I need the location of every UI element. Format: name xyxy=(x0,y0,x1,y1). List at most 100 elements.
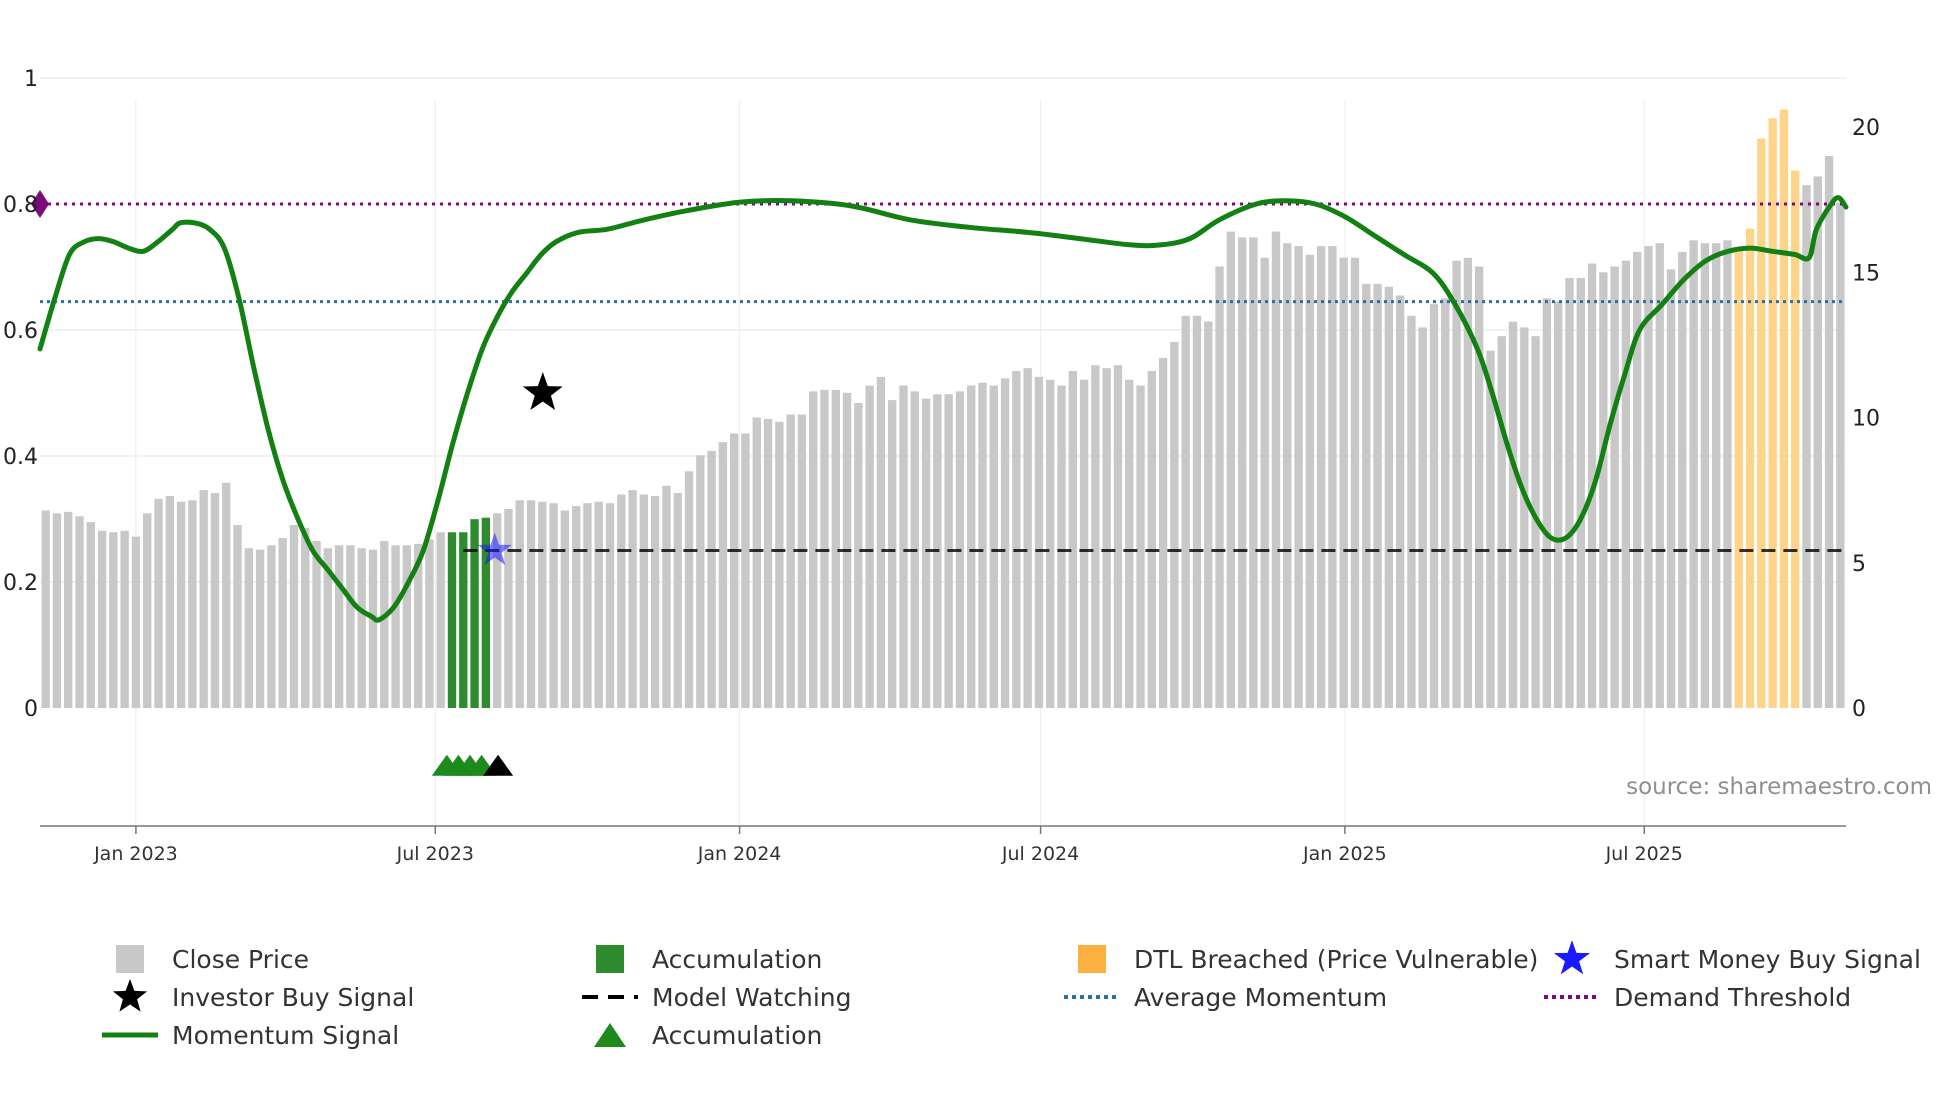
price-bar xyxy=(436,532,445,708)
price-bar xyxy=(583,503,592,708)
price-bar xyxy=(1655,243,1664,708)
price-bar xyxy=(1384,286,1394,708)
price-bar xyxy=(899,385,908,708)
price-bar xyxy=(1316,246,1326,709)
price-bar xyxy=(1294,246,1303,709)
price-bar xyxy=(233,524,242,708)
price-bar xyxy=(188,500,197,708)
price-bar xyxy=(730,433,739,708)
price-bar xyxy=(109,532,118,708)
price-bar xyxy=(1328,246,1337,709)
price-bar xyxy=(560,510,570,708)
price-bar xyxy=(549,503,558,708)
legend-symbol-smart xyxy=(1542,941,1602,977)
price-bar xyxy=(413,543,423,708)
price-bar xyxy=(97,530,107,708)
legend-label: Momentum Signal xyxy=(172,1020,400,1050)
price-bar xyxy=(1395,295,1405,708)
grid-lines xyxy=(40,77,1846,826)
price-bar xyxy=(1712,243,1721,708)
price-bar xyxy=(1034,376,1044,708)
legend-label: DTL Breached (Price Vulnerable) xyxy=(1134,944,1539,974)
legend-symbol-avgmom xyxy=(1062,979,1122,1015)
right-tick-label: 20 xyxy=(1852,116,1880,141)
price-bar xyxy=(1565,278,1574,708)
price-bar xyxy=(334,545,344,708)
price-bar xyxy=(143,513,152,708)
price-bar xyxy=(154,498,163,708)
legend-symbol-accum_bar xyxy=(580,941,640,977)
legend-symbol-momentum xyxy=(100,1017,160,1053)
price-bar xyxy=(131,536,141,708)
right-tick-label: 10 xyxy=(1852,407,1880,432)
legend-label: Smart Money Buy Signal xyxy=(1614,944,1921,974)
price-bar xyxy=(1271,231,1281,708)
price-bar xyxy=(1791,170,1800,708)
left-tick-label: 0.4 xyxy=(3,445,38,470)
legend-label: Average Momentum xyxy=(1134,982,1388,1012)
price-bar xyxy=(1362,283,1371,708)
price-bar xyxy=(662,485,671,708)
legend-item-avgmom: Average Momentum xyxy=(1062,979,1387,1015)
price-bar xyxy=(1621,260,1631,708)
right-tick-label: 0 xyxy=(1852,697,1866,722)
price-bar xyxy=(1000,378,1010,708)
legend-symbol-demand xyxy=(1542,979,1602,1015)
legend-item-accum_bar: Accumulation xyxy=(580,941,822,977)
price-bar xyxy=(978,382,987,708)
price-bar xyxy=(1836,202,1845,708)
price-bar xyxy=(165,495,174,708)
price-bar xyxy=(967,385,976,708)
price-bar xyxy=(244,548,253,708)
x-tick-label: Jul 2023 xyxy=(396,843,474,865)
left-tick-label: 0.2 xyxy=(3,571,38,596)
price-bar xyxy=(797,414,807,708)
left-tick-label: 0.6 xyxy=(3,319,38,344)
price-bar xyxy=(1170,341,1179,708)
legend-label: Accumulation xyxy=(652,944,823,974)
x-tick-label: Jan 2024 xyxy=(697,843,782,865)
price-bar xyxy=(64,511,73,708)
price-bar xyxy=(1610,266,1619,708)
price-bar xyxy=(1497,336,1506,708)
x-tick-label: Jul 2025 xyxy=(1605,843,1683,865)
legend-item-demand: Demand Threshold xyxy=(1542,979,1851,1015)
price-bar xyxy=(921,398,931,708)
price-bar xyxy=(447,532,457,708)
price-bar xyxy=(628,490,637,708)
price-bar xyxy=(1678,251,1687,709)
price-bar xyxy=(696,455,705,708)
price-bar xyxy=(368,549,378,708)
price-bar xyxy=(1158,357,1168,708)
price-bar xyxy=(1057,385,1066,708)
price-bar xyxy=(120,530,129,708)
price-bar xyxy=(786,414,795,708)
price-bar xyxy=(1125,379,1134,708)
price-bar xyxy=(989,385,998,708)
price-bar xyxy=(1215,266,1224,708)
price-bar xyxy=(752,417,761,708)
price-bar xyxy=(775,421,784,708)
price-bar xyxy=(617,494,626,708)
legend-label: Accumulation xyxy=(652,1020,823,1050)
price-bar xyxy=(876,376,886,708)
chart: Jan 2023 Jul 2023 Jan 2024 Jul 2024 Jan 2025… xyxy=(3,67,1932,865)
price-bar xyxy=(1463,257,1473,708)
price-bar xyxy=(684,471,694,708)
legend-label: Model Watching xyxy=(652,982,852,1012)
legend-symbol-investor xyxy=(100,979,160,1015)
price-bar xyxy=(888,400,897,708)
price-bar xyxy=(301,527,310,708)
price-bar xyxy=(1542,298,1552,708)
legend-symbol-close xyxy=(100,941,160,977)
price-bar xyxy=(1666,269,1676,708)
legend: Close Price Investor Buy Signal Momentum S… xyxy=(0,925,1960,1055)
price-bar xyxy=(1813,176,1822,708)
price-bar xyxy=(1779,109,1789,708)
price-bar xyxy=(1249,237,1258,708)
price-bar xyxy=(820,389,829,708)
price-bar xyxy=(1644,246,1653,709)
price-bar xyxy=(1091,365,1100,708)
price-bar xyxy=(380,540,389,708)
price-bar xyxy=(75,516,84,708)
